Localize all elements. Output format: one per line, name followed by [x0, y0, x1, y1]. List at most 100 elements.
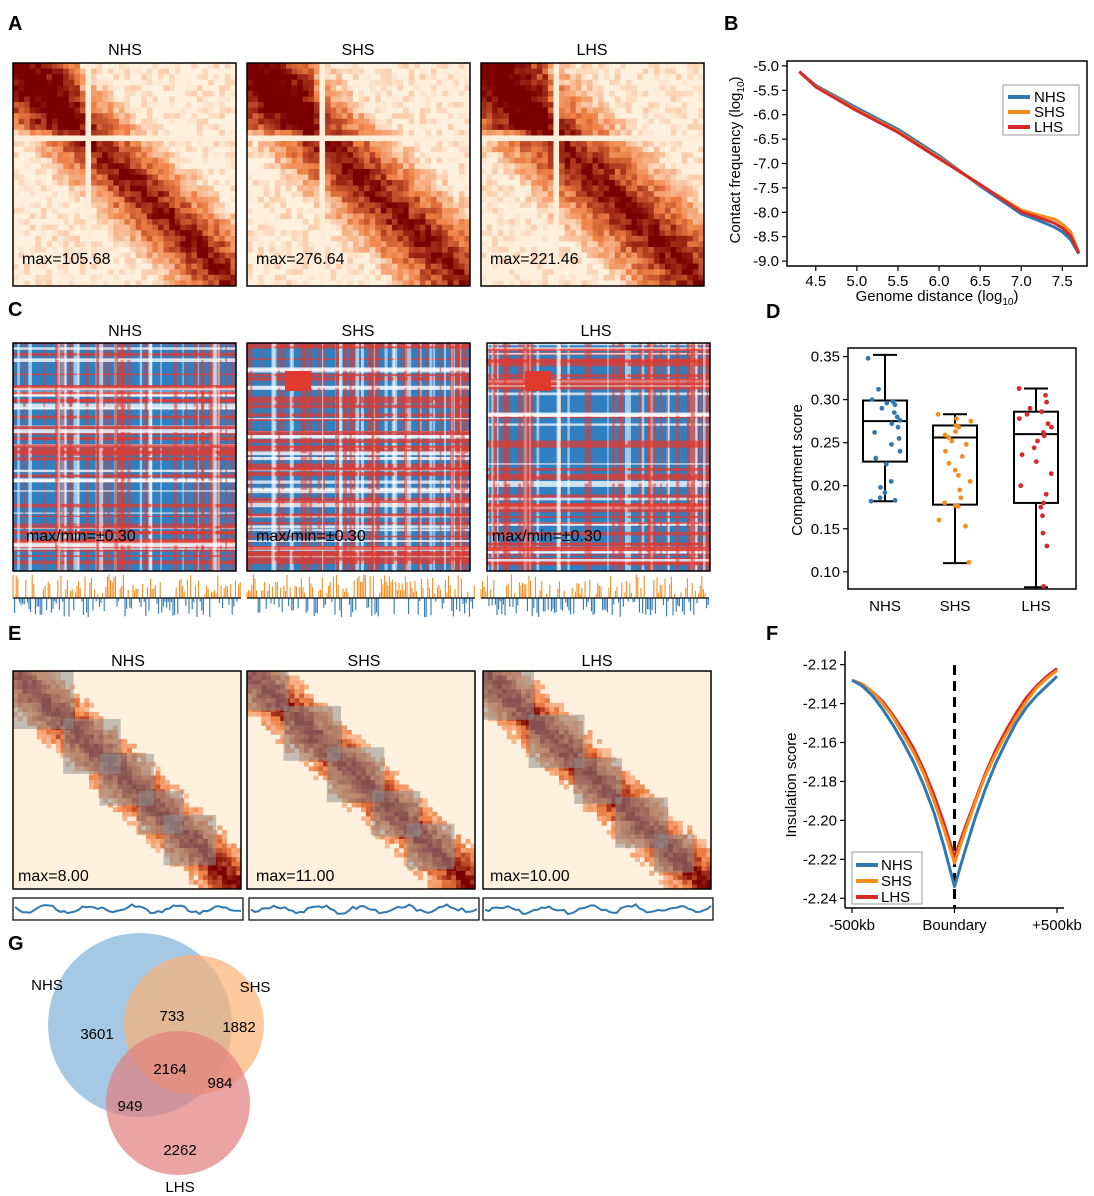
venn-region-all: 2164: [153, 1061, 186, 1078]
panel-e-max-nhs: max=8.00: [18, 868, 89, 885]
panel-d-point: [946, 435, 952, 440]
panel-d-point: [896, 436, 902, 441]
panel-d-point: [1024, 411, 1030, 417]
panel-a-heatmap-frame: [480, 62, 705, 287]
panel-e-track-frame: [12, 897, 244, 921]
panel-d-point: [892, 402, 898, 408]
panel-a-heatmap-lhs: [480, 62, 705, 287]
panel-e-frame: [246, 670, 476, 890]
panel-d-point: [1016, 386, 1022, 391]
panel-e-insulation-track-nhs: [12, 897, 244, 921]
panel-b-ytick-label: -8.0: [753, 204, 779, 221]
panel-d-point: [1016, 416, 1022, 421]
venn-region-shs-only: 1882: [222, 1019, 255, 1036]
panel-e-tad-box: [654, 834, 694, 873]
panel-letter-e: E: [8, 623, 21, 645]
panel-d-point: [873, 455, 879, 461]
panel-b-xtick-label: 6.0: [929, 273, 950, 290]
panel-a-title-shs: SHS: [342, 42, 375, 59]
panel-d-point: [889, 421, 895, 427]
panel-d-point: [872, 430, 877, 435]
panel-c-eigen-track-nhs: [12, 574, 241, 618]
panel-d-point: [877, 495, 883, 501]
panel-letter-f: F: [766, 623, 778, 645]
panel-d-point: [888, 479, 894, 484]
venn-set-label-nhs: NHS: [31, 977, 63, 994]
panel-b: 4.5 5.0 5.5 6.0 6.5 7.0 7.5 -5.0 -5.5 -6.0 -6.5 -7.…: [727, 58, 1088, 308]
panel-e-title-lhs: LHS: [581, 653, 612, 670]
panel-d-point: [953, 429, 958, 434]
panel-d-point: [1043, 392, 1048, 398]
panel-d-point: [942, 432, 948, 438]
panel-c-red-block: [285, 371, 311, 391]
panel-b-ytick-label: -5.5: [753, 82, 779, 99]
panel-f-ytick-label: -2.20: [803, 812, 837, 829]
venn-region-lhs-only: 2262: [163, 1142, 196, 1159]
panel-d-xtick-label-shs: SHS: [940, 598, 971, 615]
panel-d-point: [868, 498, 874, 504]
panel-d-ytick-label: 0.30: [811, 392, 840, 409]
panel-f-xtick-label: -500kb: [829, 917, 875, 934]
panel-b-ytick-label: -6.0: [753, 107, 779, 124]
panel-e-track-line: [484, 903, 712, 916]
panel-c-eigen-track-lhs: [480, 574, 709, 617]
panel-d-point: [1018, 483, 1024, 489]
panel-g: NHS SHS LHS 3601 1882 2262 733 949 984 2…: [31, 933, 270, 1196]
panel-c-frame: [486, 342, 711, 572]
panel-d-point: [889, 442, 894, 447]
panel-d-point: [1041, 584, 1046, 589]
panel-d-ytick-label: 0.10: [811, 564, 840, 581]
panel-a-heatmap-frame: [246, 62, 471, 287]
panel-e: NHS SHS LHS max=8.00 max=11.00 max=10.00: [12, 653, 714, 921]
panel-d-point: [963, 523, 968, 529]
panel-e-tad-map-nhs: [12, 670, 242, 890]
panel-f-ytick-label: -2.14: [803, 696, 837, 713]
panel-d-point: [946, 460, 952, 466]
panel-c-red-block: [525, 371, 551, 391]
panel-f-legend-label-shs: SHS: [881, 873, 912, 890]
panel-e-title-nhs: NHS: [111, 653, 145, 670]
venn-set-label-lhs: LHS: [165, 1179, 194, 1196]
panel-f-legend-label-lhs: LHS: [881, 889, 910, 906]
panel-d-point: [952, 467, 958, 473]
venn-set-label-shs: SHS: [240, 979, 271, 996]
panel-d-box-shs: [932, 411, 978, 565]
panel-d-point: [894, 414, 900, 420]
panel-c-frame: [246, 342, 471, 572]
panel-b-ytick-label: -7.0: [753, 156, 779, 173]
panel-d-point: [943, 448, 948, 454]
panel-a-max-nhs: max=105.68: [22, 251, 111, 268]
panel-letter-b: B: [724, 13, 738, 35]
panel-f-xtick-label: +500kb: [1032, 917, 1082, 934]
panel-c-eigen-track-shs: [246, 574, 475, 618]
panel-d-plot-frame: [847, 347, 1077, 590]
panel-e-tad-box: [483, 671, 535, 720]
panel-letter-c: C: [8, 299, 22, 321]
panel-d: 0.10 0.15 0.20 0.25 0.30 0.35 NHS SHS LHS Compar…: [789, 347, 1077, 615]
panel-f-legend-label-nhs: NHS: [881, 857, 913, 874]
panel-d-point: [968, 418, 974, 424]
panel-b-ytick-label: -7.5: [753, 180, 779, 197]
panel-d-ylabel: Compartment score: [789, 404, 806, 536]
panel-d-xtick-label-lhs: LHS: [1021, 598, 1050, 615]
panel-c-max-lhs: max/min=±0.30: [492, 528, 602, 545]
panel-d-ytick-label: 0.15: [811, 521, 840, 538]
panel-d-point: [1045, 421, 1051, 427]
panel-e-max-shs: max=11.00: [256, 868, 335, 885]
panel-b-xtick-label: 7.0: [1011, 273, 1032, 290]
panel-d-xtick-label-nhs: NHS: [869, 598, 901, 615]
panel-d-point: [959, 454, 965, 459]
panel-c-max-nhs: max/min=±0.30: [26, 528, 136, 545]
panel-d-point: [883, 461, 889, 467]
panel-d-point: [1044, 543, 1050, 549]
panel-e-track-frame: [248, 897, 480, 921]
panel-c-compartment-map-lhs: [486, 342, 711, 572]
panel-e-tad-box: [247, 671, 289, 711]
panel-f-series-nhs: [851, 675, 1059, 889]
panel-c-max-shs: max/min=±0.30: [256, 528, 366, 545]
panel-d-point: [966, 559, 972, 565]
venn-region-nhs-lhs: 949: [117, 1098, 142, 1115]
panel-d-point: [958, 495, 964, 501]
panel-e-tad-box: [163, 814, 217, 866]
